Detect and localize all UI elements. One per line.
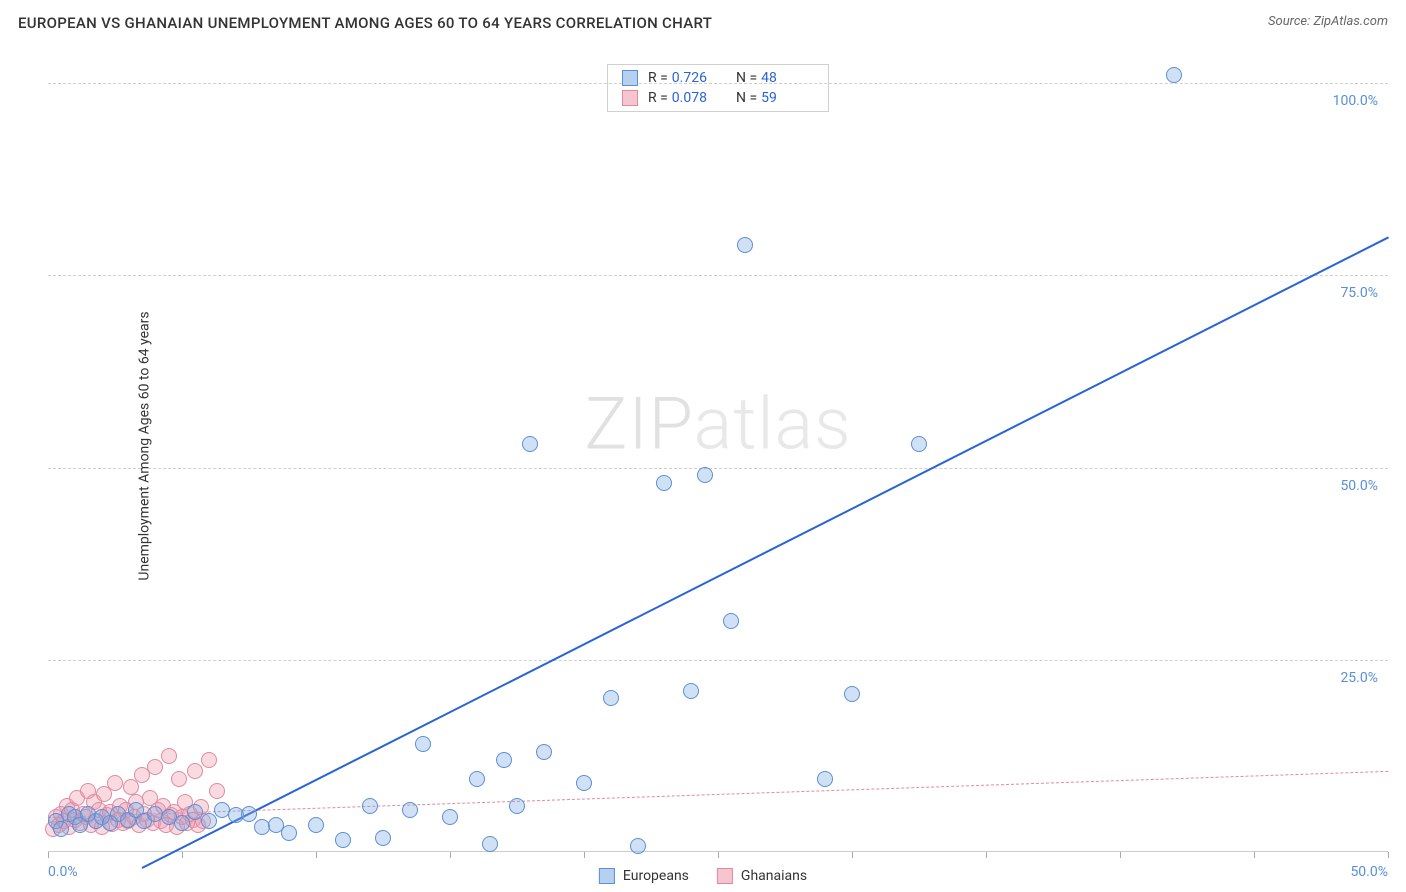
series-legend: Europeans Ghanaians bbox=[599, 868, 807, 884]
legend-row-ghanaians: R =0.078 N =59 bbox=[608, 88, 828, 108]
data-point-blue bbox=[603, 690, 619, 706]
y-tick-label: 25.0% bbox=[1340, 670, 1378, 686]
plot-canvas: ZIPatlas R =0.726 N =48 R =0.078 N =59 2… bbox=[48, 60, 1388, 852]
data-point-pink bbox=[171, 771, 187, 787]
y-tick-label: 75.0% bbox=[1340, 285, 1378, 301]
x-tick bbox=[1388, 852, 1389, 858]
data-point-blue bbox=[482, 836, 498, 852]
grid-line bbox=[48, 468, 1388, 469]
data-point-pink bbox=[201, 752, 217, 768]
x-tick bbox=[986, 852, 987, 858]
grid-line bbox=[48, 83, 1388, 84]
data-point-blue bbox=[174, 815, 190, 831]
data-point-pink bbox=[107, 775, 123, 791]
data-point-blue bbox=[844, 686, 860, 702]
data-point-blue bbox=[442, 809, 458, 825]
chart-plot-area: ZIPatlas R =0.726 N =48 R =0.078 N =59 2… bbox=[48, 60, 1388, 852]
grid-line bbox=[48, 275, 1388, 276]
data-point-blue bbox=[683, 683, 699, 699]
legend-item-ghanaians: Ghanaians bbox=[717, 868, 807, 884]
data-point-blue bbox=[911, 436, 927, 452]
data-point-blue bbox=[496, 752, 512, 768]
data-point-blue bbox=[308, 817, 324, 833]
data-point-blue bbox=[536, 744, 552, 760]
swatch-pink bbox=[622, 90, 638, 106]
source-name: ZipAtlas.com bbox=[1313, 14, 1388, 29]
data-point-blue bbox=[630, 838, 646, 854]
data-point-blue bbox=[375, 830, 391, 846]
data-point-blue bbox=[509, 798, 525, 814]
data-point-blue bbox=[362, 798, 378, 814]
x-tick bbox=[450, 852, 451, 858]
data-point-blue bbox=[335, 832, 351, 848]
data-point-blue bbox=[522, 436, 538, 452]
y-tick-label: 100.0% bbox=[1333, 93, 1378, 109]
data-point-blue bbox=[1166, 67, 1182, 83]
x-tick-label: 50.0% bbox=[1350, 864, 1388, 880]
x-tick bbox=[584, 852, 585, 858]
data-point-blue bbox=[576, 775, 592, 791]
data-point-blue bbox=[415, 736, 431, 752]
legend-item-europeans: Europeans bbox=[599, 868, 689, 884]
data-point-blue bbox=[656, 475, 672, 491]
correlation-legend: R =0.726 N =48 R =0.078 N =59 bbox=[607, 64, 829, 112]
x-tick bbox=[48, 852, 49, 858]
watermark-part1: ZIP bbox=[584, 382, 693, 467]
swatch-pink bbox=[717, 868, 733, 884]
data-point-blue bbox=[723, 613, 739, 629]
x-tick-label: 0.0% bbox=[48, 864, 78, 880]
trend-line-blue bbox=[141, 237, 1388, 869]
legend-row-europeans: R =0.726 N =48 bbox=[608, 68, 828, 88]
data-point-blue bbox=[241, 806, 257, 822]
data-point-blue bbox=[737, 237, 753, 253]
source-attribution: Source: ZipAtlas.com bbox=[1268, 14, 1388, 29]
data-point-pink bbox=[147, 759, 163, 775]
header: EUROPEAN VS GHANAIAN UNEMPLOYMENT AMONG … bbox=[0, 0, 1406, 48]
data-point-blue bbox=[201, 813, 217, 829]
legend-label: Europeans bbox=[623, 868, 689, 884]
r-metric: R =0.078 bbox=[648, 90, 726, 106]
data-point-pink bbox=[161, 748, 177, 764]
y-tick-label: 50.0% bbox=[1340, 478, 1378, 494]
x-tick bbox=[852, 852, 853, 858]
data-point-blue bbox=[697, 467, 713, 483]
n-metric: N =59 bbox=[736, 90, 814, 106]
watermark-part2: atlas bbox=[694, 382, 852, 467]
chart-title: EUROPEAN VS GHANAIAN UNEMPLOYMENT AMONG … bbox=[18, 14, 712, 32]
data-point-blue bbox=[402, 802, 418, 818]
legend-label: Ghanaians bbox=[741, 868, 807, 884]
source-label: Source: bbox=[1268, 14, 1310, 29]
x-tick bbox=[316, 852, 317, 858]
data-point-pink bbox=[187, 763, 203, 779]
data-point-blue bbox=[817, 771, 833, 787]
data-point-blue bbox=[281, 825, 297, 841]
x-tick bbox=[718, 852, 719, 858]
data-point-blue bbox=[53, 821, 69, 837]
swatch-blue bbox=[599, 868, 615, 884]
grid-line bbox=[48, 660, 1388, 661]
x-tick bbox=[1254, 852, 1255, 858]
x-tick bbox=[1120, 852, 1121, 858]
data-point-blue bbox=[469, 771, 485, 787]
data-point-pink bbox=[209, 783, 225, 799]
x-tick bbox=[182, 852, 183, 858]
watermark: ZIPatlas bbox=[584, 382, 851, 467]
